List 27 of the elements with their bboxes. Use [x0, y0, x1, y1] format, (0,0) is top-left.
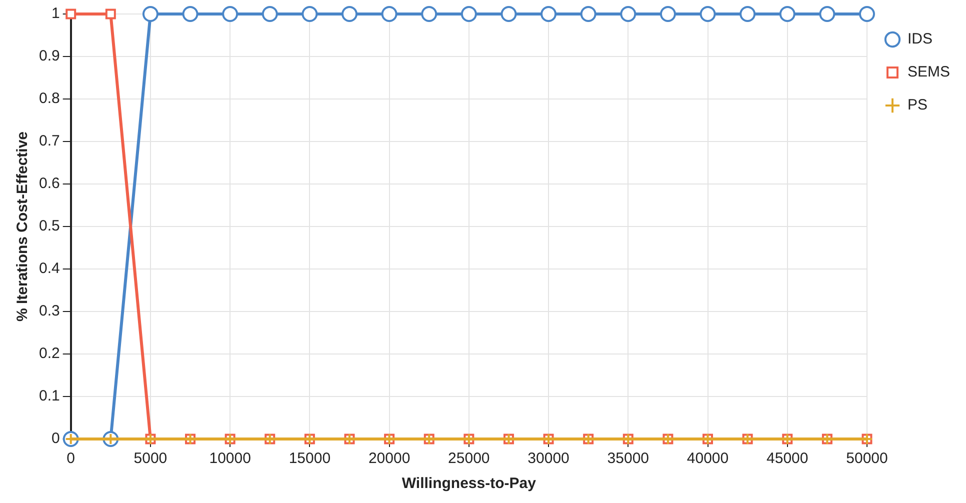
- y-tick-label: 0.7: [38, 132, 60, 150]
- x-tick-label: 15000: [288, 450, 331, 468]
- legend-label: SEMS: [907, 64, 950, 81]
- x-tick-label: 50000: [846, 450, 888, 468]
- x-tick-label: 40000: [686, 450, 729, 468]
- y-tick-label: 0.4: [38, 260, 60, 278]
- y-axis-title: % Iterations Cost-Effective: [14, 131, 32, 322]
- y-tick-label: 1: [52, 5, 60, 22]
- x-tick-label: 25000: [448, 450, 490, 468]
- x-tick-label: 0: [66, 450, 76, 468]
- legend-label: IDS: [907, 30, 933, 48]
- y-tick-label: 0.1: [38, 388, 60, 405]
- y-tick-label: 0.5: [38, 218, 60, 235]
- x-tick-label: 20000: [368, 450, 410, 468]
- x-tick-label: 5000: [134, 450, 168, 468]
- y-tick-label: 0.8: [38, 90, 60, 108]
- y-tick-label: 0.2: [38, 345, 60, 362]
- y-tick-label: 0.9: [38, 48, 60, 65]
- y-tick-label: 0.6: [38, 175, 60, 192]
- y-tick-label: 0: [52, 430, 60, 448]
- x-tick-label: 30000: [528, 450, 570, 468]
- legend-label: PS: [907, 96, 928, 114]
- x-tick-label: 10000: [209, 450, 251, 468]
- x-tick-label: 35000: [607, 450, 650, 468]
- x-tick-label: 45000: [766, 450, 808, 468]
- x-axis-title: Willingness-to-Pay: [402, 475, 537, 492]
- y-tick-label: 0.3: [38, 302, 60, 320]
